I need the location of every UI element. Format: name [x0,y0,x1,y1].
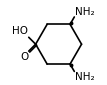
Text: HO: HO [12,26,28,36]
Text: NH₂: NH₂ [75,72,94,82]
Text: O: O [20,52,28,62]
Text: NH₂: NH₂ [75,7,94,17]
